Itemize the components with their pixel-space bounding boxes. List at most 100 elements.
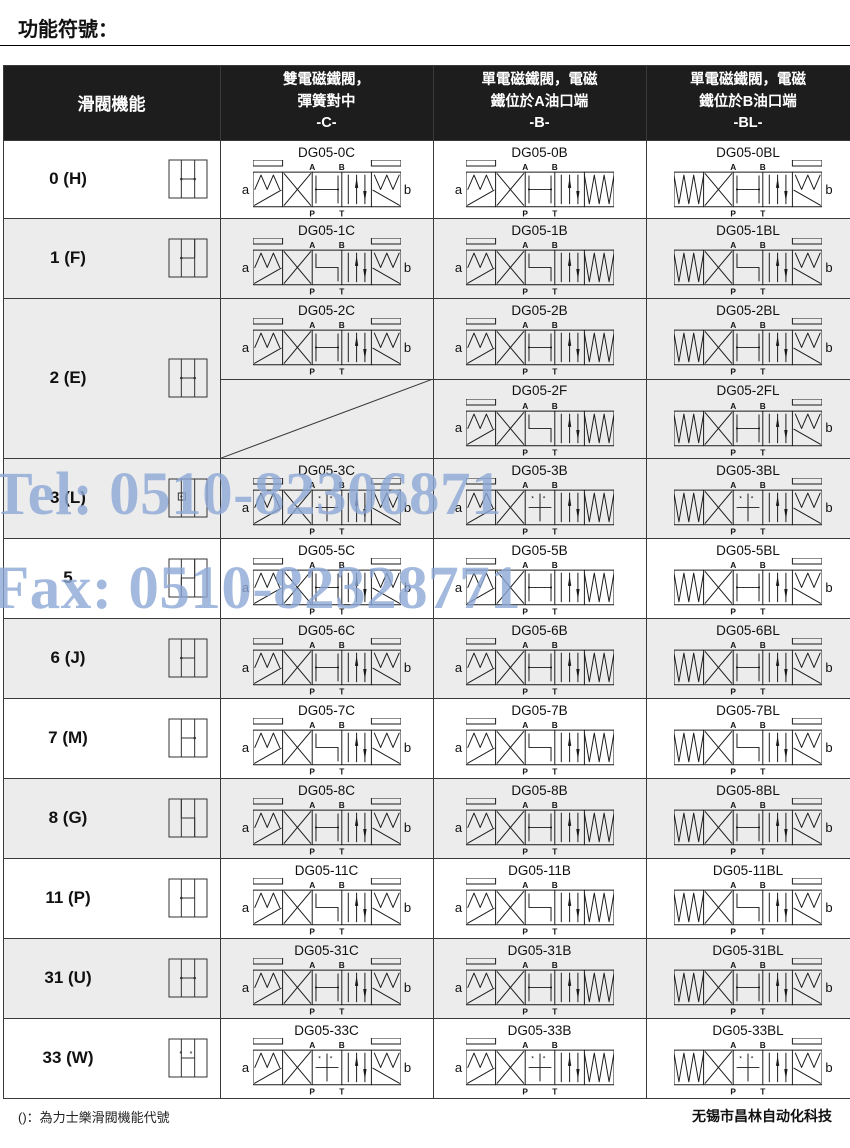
svg-text:B: B — [760, 480, 766, 490]
svg-text:A: A — [730, 162, 736, 172]
svg-text:B: B — [551, 400, 557, 410]
svg-text:P: P — [309, 687, 315, 697]
svg-text:T: T — [760, 447, 765, 457]
svg-text:*: * — [531, 1056, 534, 1063]
svg-text:A: A — [309, 320, 315, 330]
svg-text:*: * — [531, 496, 534, 503]
svg-text:T: T — [552, 1007, 557, 1017]
svg-text:P: P — [309, 367, 315, 377]
svg-text:B: B — [338, 640, 344, 650]
svg-text:A: A — [309, 800, 315, 810]
svg-text:T: T — [552, 687, 557, 697]
svg-text:T: T — [760, 847, 765, 857]
svg-text:P: P — [522, 527, 528, 537]
svg-text:A: A — [522, 240, 528, 250]
svg-text:A: A — [730, 800, 736, 810]
svg-text:T: T — [760, 287, 765, 297]
svg-text:P: P — [522, 847, 528, 857]
svg-text:A: A — [730, 720, 736, 730]
svg-text:B: B — [760, 960, 766, 970]
svg-text:P: P — [522, 209, 528, 219]
svg-text:B: B — [338, 560, 344, 570]
svg-text:P: P — [522, 687, 528, 697]
svg-text:B: B — [760, 800, 766, 810]
svg-text:T: T — [552, 367, 557, 377]
svg-text:P: P — [522, 1007, 528, 1017]
svg-text:B: B — [551, 720, 557, 730]
svg-text:B: B — [760, 320, 766, 330]
svg-text:A: A — [309, 640, 315, 650]
svg-text:T: T — [339, 527, 344, 537]
svg-text:T: T — [760, 687, 765, 697]
svg-text:P: P — [522, 927, 528, 937]
svg-text:P: P — [730, 209, 736, 219]
svg-text:T: T — [339, 287, 344, 297]
svg-text:B: B — [760, 1040, 766, 1050]
svg-text:T: T — [552, 209, 557, 219]
svg-text:P: P — [730, 1087, 736, 1097]
svg-text:P: P — [522, 1087, 528, 1097]
svg-text:A: A — [522, 720, 528, 730]
svg-text:*: * — [739, 1056, 742, 1063]
svg-text:B: B — [551, 480, 557, 490]
svg-text:T: T — [760, 767, 765, 777]
svg-text:*: * — [190, 1051, 193, 1058]
svg-text:T: T — [552, 927, 557, 937]
svg-text:*: * — [318, 496, 321, 503]
svg-text:A: A — [522, 162, 528, 172]
svg-text:T: T — [760, 607, 765, 617]
svg-text:P: P — [309, 847, 315, 857]
svg-text:*: * — [542, 1056, 545, 1063]
svg-text:T: T — [552, 607, 557, 617]
svg-text:T: T — [760, 527, 765, 537]
svg-text:T: T — [760, 1087, 765, 1097]
svg-text:B: B — [760, 240, 766, 250]
svg-text:B: B — [760, 400, 766, 410]
svg-text:B: B — [551, 560, 557, 570]
svg-text:B: B — [760, 640, 766, 650]
svg-text:P: P — [309, 1007, 315, 1017]
svg-text:B: B — [551, 960, 557, 970]
svg-text:A: A — [522, 640, 528, 650]
svg-text:B: B — [760, 720, 766, 730]
svg-text:T: T — [760, 209, 765, 219]
svg-text:A: A — [309, 880, 315, 890]
svg-text:T: T — [552, 287, 557, 297]
svg-text:B: B — [338, 960, 344, 970]
svg-text:B: B — [551, 320, 557, 330]
svg-text:T: T — [552, 1087, 557, 1097]
svg-text:T: T — [760, 1007, 765, 1017]
svg-text:B: B — [760, 162, 766, 172]
svg-text:T: T — [339, 1007, 344, 1017]
svg-text:A: A — [522, 480, 528, 490]
svg-text:P: P — [522, 447, 528, 457]
svg-text:P: P — [522, 607, 528, 617]
svg-text:P: P — [522, 367, 528, 377]
svg-text:P: P — [309, 287, 315, 297]
svg-text:B: B — [551, 162, 557, 172]
svg-text:A: A — [730, 400, 736, 410]
svg-text:B: B — [551, 640, 557, 650]
svg-text:*: * — [329, 496, 332, 503]
svg-text:T: T — [339, 209, 344, 219]
svg-text:B: B — [338, 240, 344, 250]
svg-text:B: B — [338, 880, 344, 890]
svg-text:A: A — [309, 960, 315, 970]
svg-text:T: T — [339, 367, 344, 377]
svg-text:B: B — [551, 1040, 557, 1050]
svg-text:A: A — [309, 560, 315, 570]
svg-text:P: P — [309, 607, 315, 617]
svg-text:A: A — [730, 880, 736, 890]
svg-text:P: P — [730, 367, 736, 377]
svg-text:T: T — [339, 927, 344, 937]
svg-text:T: T — [552, 847, 557, 857]
svg-text:P: P — [730, 1007, 736, 1017]
svg-text:T: T — [339, 847, 344, 857]
svg-text:A: A — [730, 560, 736, 570]
svg-text:*: * — [751, 1056, 754, 1063]
svg-text:P: P — [522, 767, 528, 777]
svg-text:T: T — [760, 927, 765, 937]
svg-text:P: P — [309, 767, 315, 777]
svg-text:A: A — [522, 1040, 528, 1050]
svg-text:P: P — [309, 927, 315, 937]
